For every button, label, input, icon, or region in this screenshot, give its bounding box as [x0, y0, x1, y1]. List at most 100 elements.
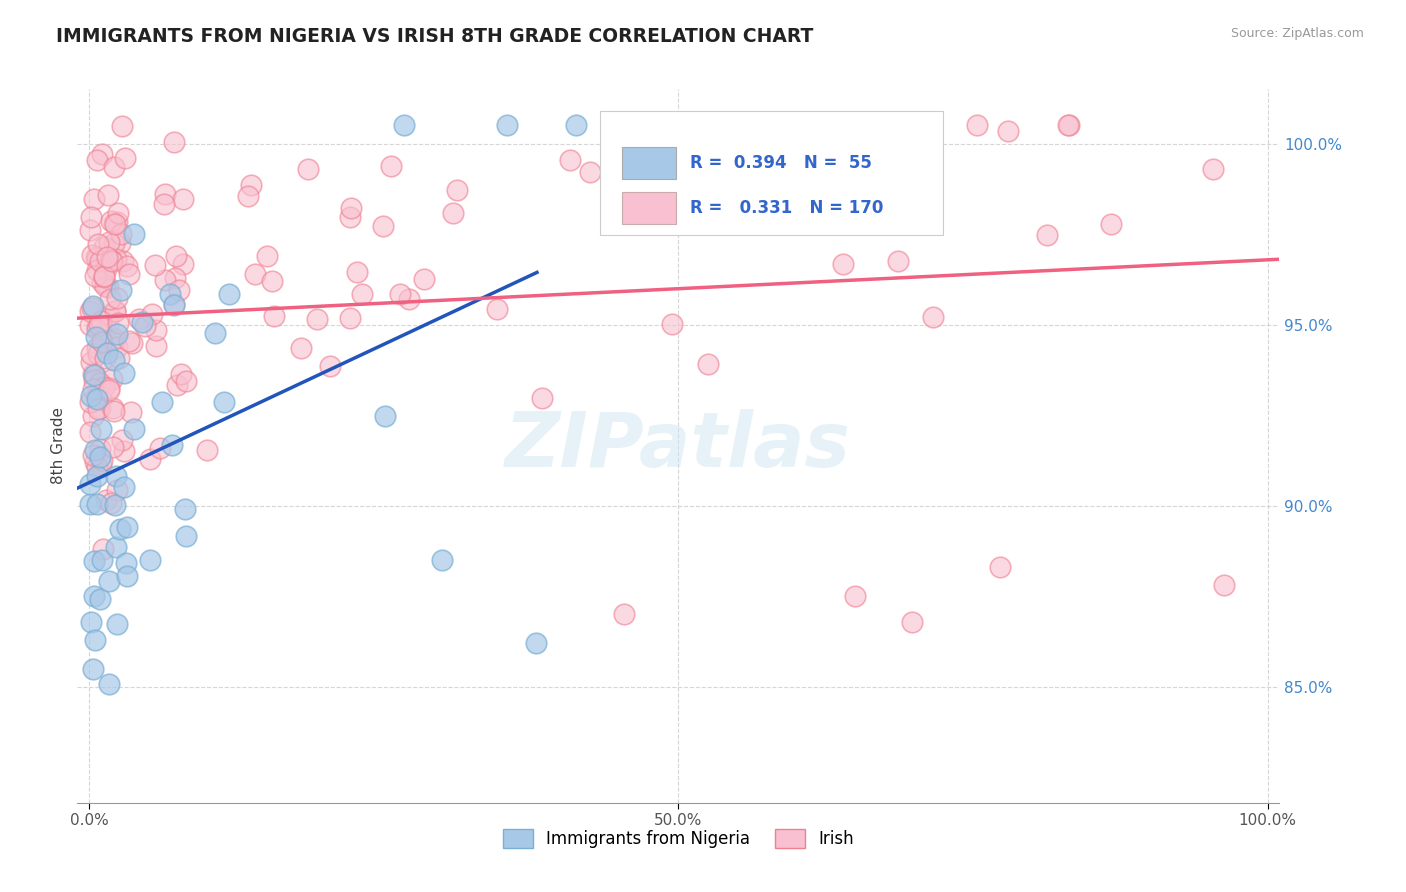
Point: [441, 206, 464, 220]
Point: [204, 326, 226, 341]
Point: [153, 273, 176, 287]
Point: [352, 287, 374, 301]
Point: [560, 153, 582, 168]
Point: [115, 260, 138, 274]
Point: [91, 542, 114, 557]
Point: [218, 286, 240, 301]
Point: [103, 160, 125, 174]
Point: [103, 404, 125, 418]
Point: [145, 339, 167, 353]
Text: R =  0.394   N =  55: R = 0.394 N = 55: [690, 154, 872, 172]
Point: [141, 307, 163, 321]
Point: [91, 334, 114, 349]
Point: [112, 444, 135, 458]
Point: [260, 274, 283, 288]
Point: [86, 250, 108, 264]
Point: [84, 632, 107, 647]
Point: [79, 355, 101, 369]
Point: [398, 293, 420, 307]
Point: [1035, 227, 1057, 242]
Point: [170, 367, 193, 381]
Point: [495, 119, 517, 133]
Point: [530, 391, 553, 405]
Point: [86, 263, 108, 277]
Bar: [621, 147, 676, 179]
Point: [174, 374, 197, 388]
Point: [94, 261, 117, 276]
Point: [89, 254, 111, 268]
Point: [97, 308, 120, 322]
Point: [90, 275, 112, 289]
Point: [79, 304, 101, 318]
Point: [93, 260, 115, 274]
Point: [1212, 578, 1234, 592]
Point: [339, 210, 361, 224]
Point: [413, 272, 436, 286]
Point: [90, 422, 112, 436]
Point: [122, 227, 145, 242]
Point: [153, 196, 176, 211]
Point: [661, 317, 683, 331]
Point: [966, 119, 988, 133]
Point: [79, 318, 101, 333]
Point: [374, 409, 396, 423]
Point: [139, 452, 162, 467]
Point: [89, 442, 111, 457]
Point: [93, 380, 115, 394]
Point: [108, 235, 131, 250]
Point: [86, 251, 108, 265]
Point: [770, 177, 793, 191]
Point: [111, 120, 134, 134]
Point: [79, 394, 101, 409]
Point: [112, 366, 135, 380]
Point: [256, 249, 278, 263]
Y-axis label: 8th Grade: 8th Grade: [51, 408, 66, 484]
Point: [163, 297, 186, 311]
Point: [80, 347, 103, 361]
Point: [638, 153, 661, 167]
Point: [1057, 119, 1080, 133]
Point: [94, 279, 117, 293]
Point: [89, 318, 111, 332]
Point: [93, 269, 115, 284]
Point: [83, 554, 105, 568]
Point: [97, 280, 120, 294]
Point: [105, 468, 128, 483]
Point: [307, 312, 329, 326]
Point: [83, 373, 105, 387]
Point: [195, 443, 218, 458]
Point: [120, 405, 142, 419]
Point: [346, 265, 368, 279]
Point: [82, 367, 104, 381]
Point: [103, 352, 125, 367]
Point: [1099, 217, 1122, 231]
Point: [104, 303, 127, 318]
Point: [90, 334, 112, 349]
Point: [80, 388, 103, 402]
Point: [108, 351, 131, 365]
Point: [91, 147, 114, 161]
Point: [103, 440, 125, 454]
FancyBboxPatch shape: [600, 111, 943, 235]
Point: [79, 425, 101, 439]
Point: [105, 215, 128, 229]
Bar: [621, 192, 676, 224]
Point: [319, 359, 342, 373]
Point: [82, 382, 104, 396]
Point: [82, 299, 104, 313]
Point: [290, 341, 312, 355]
Point: [83, 590, 105, 604]
Point: [90, 392, 112, 406]
Point: [389, 286, 412, 301]
Point: [697, 357, 720, 371]
Point: [79, 223, 101, 237]
Point: [988, 560, 1011, 574]
Point: [84, 443, 107, 458]
Point: [165, 249, 187, 263]
Point: [89, 401, 111, 415]
Point: [86, 392, 108, 406]
Point: [134, 319, 156, 334]
Point: [82, 662, 104, 676]
Point: [240, 178, 263, 192]
Point: [446, 183, 468, 197]
